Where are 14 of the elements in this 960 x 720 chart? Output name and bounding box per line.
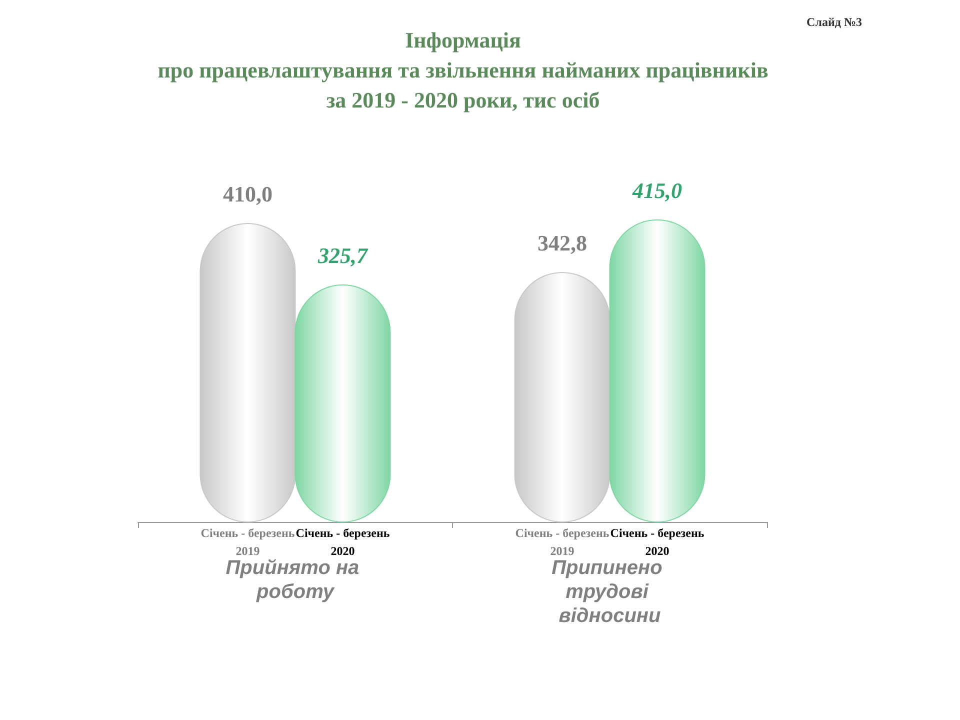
data-label: 325,7 bbox=[317, 242, 368, 268]
x-tick-label: Припинено трудові відносини bbox=[552, 557, 668, 627]
text: Січень - березень 2020 bbox=[610, 526, 704, 558]
data-label: 410,0 bbox=[223, 182, 272, 207]
data-label: 342,8 bbox=[538, 230, 587, 256]
text: Слайд №3 bbox=[806, 15, 862, 29]
series-label: Січень - березень 2019 bbox=[200, 526, 296, 558]
bar bbox=[200, 223, 296, 522]
data-label: 415,0 bbox=[632, 178, 682, 203]
bar bbox=[609, 219, 706, 522]
chart-title: Інформація про працевлаштування та звільнення найманих працівників за 2019 - 2020 роки, тис осіб bbox=[158, 28, 768, 112]
series-label: Січень - березень 2020 bbox=[296, 526, 390, 558]
x-tick-label: Прийнято на роботу bbox=[226, 557, 365, 603]
text: Січень - березень 2019 bbox=[515, 526, 610, 558]
